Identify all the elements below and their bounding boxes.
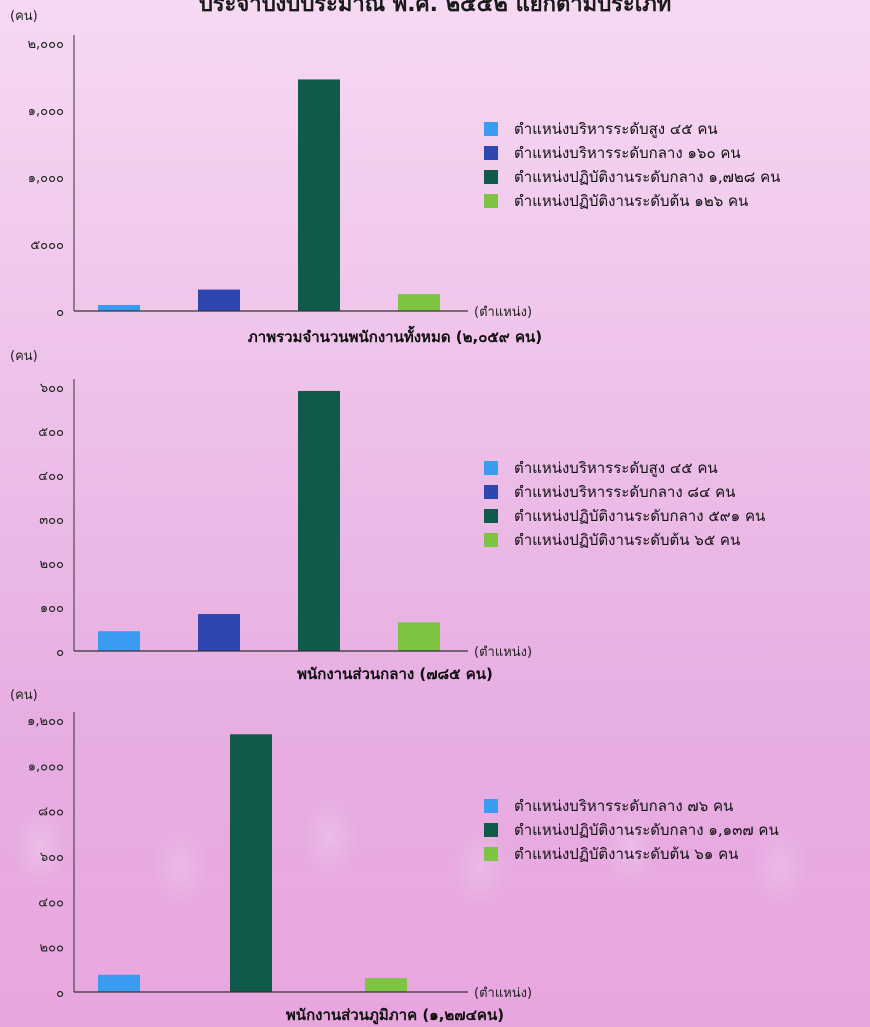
y-tick-label: ๔๐๐ xyxy=(38,895,64,910)
legend-entry: ตำแหน่งปฏิบัติงานระดับต้น ๑๒๖ คน xyxy=(514,192,748,210)
legend-entry: ตำแหน่งปฏิบัติงานระดับต้น ๖๕ คน xyxy=(514,531,740,549)
chart-caption: ภาพรวมจำนวนพนักงานทั้งหมด (๒,๐๕๙ คน) xyxy=(248,325,542,346)
bar xyxy=(298,390,340,651)
legend-entry: ตำแหน่งบริหารระดับสูง ๔๕ คน xyxy=(514,120,718,138)
y-tick-label: ๑,๐๐๐ xyxy=(28,759,64,774)
y-tick-label: ๑๐๐ xyxy=(40,601,64,616)
bar xyxy=(230,734,272,992)
legend-swatch xyxy=(484,122,498,136)
legend-entry: ตำแหน่งปฏิบัติงานระดับกลาง ๑,๗๒๘ คน xyxy=(514,168,780,186)
chart-caption: พนักงานส่วนกลาง (๗๘๕ คน) xyxy=(297,665,493,683)
x-axis-label: (ตำแหน่ง) xyxy=(474,645,532,660)
legend-swatch xyxy=(484,509,498,523)
y-tick-label: ๕๐๐ xyxy=(38,425,64,440)
y-tick-label: ๓๐๐ xyxy=(39,513,64,528)
legend-swatch xyxy=(484,485,498,499)
legend-entry: ตำแหน่งปฏิบัติงานระดับกลาง ๑,๑๓๗ คน xyxy=(514,821,779,839)
y-tick-label: ๕๐๐๐ xyxy=(30,238,64,253)
bar xyxy=(98,974,140,992)
legend-swatch xyxy=(484,533,498,547)
y-axis-unit-label: (คน) xyxy=(10,349,38,364)
bar xyxy=(398,294,440,311)
legend-swatch xyxy=(484,170,498,184)
legend-swatch xyxy=(484,799,498,813)
y-tick-label: ๒๐๐ xyxy=(40,941,65,956)
y-tick-label: ๖๐๐ xyxy=(40,381,64,396)
y-tick-label: ๑,๐๐๐ xyxy=(28,104,64,119)
bar xyxy=(298,79,340,311)
legend-swatch xyxy=(484,461,498,475)
chart-regional: (คน) ๐ ๒๐๐ ๔๐๐ ๖๐๐ ๘๐๐ ๑,๐๐๐ ๑,๒๐๐ (ตำแหน่ง) พนัก… xyxy=(10,688,779,1025)
y-tick-label: ๑,๒๐๐ xyxy=(27,714,64,729)
legend-swatch xyxy=(484,847,498,861)
legend-entry: ตำแหน่งบริหารระดับสูง ๔๕ คน xyxy=(514,459,718,477)
legend-entry: ตำแหน่งปฏิบัติงานระดับต้น ๖๑ คน xyxy=(514,845,738,863)
chart-central: (คน) ๐ ๑๐๐ ๒๐๐ ๓๐๐ ๔๐๐ ๕๐๐ ๖๐๐ (ตำแหน่ง) พนักงานส… xyxy=(10,349,765,683)
y-tick-label: ๘๐๐ xyxy=(38,805,64,820)
bar xyxy=(98,631,140,651)
y-tick-label: ๐ xyxy=(56,986,64,1001)
y-tick-label: ๖๐๐ xyxy=(40,850,64,865)
x-axis-label: (ตำแหน่ง) xyxy=(474,305,532,320)
page-heading: ประจำปีงบประมาณ พ.ศ. ๒๕๕๒ แยกตามประเภท xyxy=(198,0,672,17)
y-tick-label: ๔๐๐ xyxy=(38,469,64,484)
y-tick-label: ๐ xyxy=(56,305,64,320)
legend-swatch xyxy=(484,146,498,160)
legend-swatch xyxy=(484,823,498,837)
legend-entry: ตำแหน่งบริหารระดับกลาง ๑๖๐ คน xyxy=(514,144,741,162)
y-axis-unit-label: (คน) xyxy=(10,688,38,703)
bar xyxy=(198,289,240,311)
bar xyxy=(365,978,407,992)
legend-entry: ตำแหน่งปฏิบัติงานระดับกลาง ๕๙๑ คน xyxy=(514,507,765,525)
x-axis-label: (ตำแหน่ง) xyxy=(474,986,532,1001)
legend-entry: ตำแหน่งบริหารระดับกลาง ๗๖ คน xyxy=(514,797,733,815)
bar xyxy=(198,614,240,651)
y-tick-label: ๒,๐๐๐ xyxy=(27,37,64,52)
bar xyxy=(98,304,140,311)
legend-entry: ตำแหน่งบริหารระดับกลาง ๘๔ คน xyxy=(514,483,735,501)
legend-swatch xyxy=(484,194,498,208)
y-axis-unit-label: (คน) xyxy=(10,9,38,24)
chart-caption: พนักงานส่วนภูมิภาค (๑,๒๗๔คน) xyxy=(286,1006,504,1025)
chart-overview: (คน)๐๕๐๐๐๑,๐๐๐๑,๐๐๐๒,๐๐๐(ตำแหน่ง)ภาพรวมจ… xyxy=(10,9,780,346)
y-tick-label: ๐ xyxy=(56,645,64,660)
y-tick-label: ๑,๐๐๐ xyxy=(28,171,64,186)
bar xyxy=(398,622,440,651)
y-tick-label: ๒๐๐ xyxy=(40,557,65,572)
